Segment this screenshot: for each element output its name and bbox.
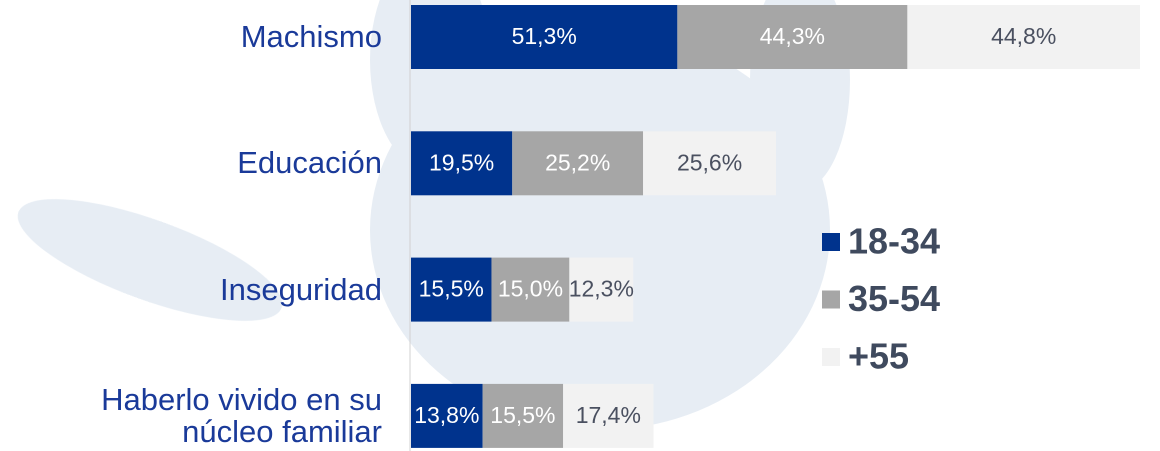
value-label: 25,2% xyxy=(545,149,610,175)
legend-label: 18-34 xyxy=(848,221,940,262)
legend-label: +55 xyxy=(848,336,909,377)
legend-swatch xyxy=(822,233,840,251)
value-label: 44,3% xyxy=(760,23,825,49)
value-label: 13,8% xyxy=(414,402,479,428)
category-label: Machismo xyxy=(37,21,382,53)
value-label: 15,0% xyxy=(498,276,563,302)
value-label: 19,5% xyxy=(429,149,494,175)
value-label: 51,3% xyxy=(512,23,577,49)
category-label: Inseguridad xyxy=(37,274,382,306)
category-label: Haberlo vivido en su núcleo familiar xyxy=(37,384,382,448)
value-label: 25,6% xyxy=(677,149,742,175)
legend-swatch xyxy=(822,348,840,366)
value-label: 15,5% xyxy=(490,402,555,428)
legend-swatch xyxy=(822,291,840,309)
value-label: 12,3% xyxy=(569,276,634,302)
value-label: 15,5% xyxy=(419,276,484,302)
value-label: 44,8% xyxy=(991,23,1056,49)
legend-label: 35-54 xyxy=(848,278,940,319)
page: 51,3% 44,3% 44,8% 19,5% 25,2% 25,6% 15,5% 15,0%… xyxy=(0,0,1160,451)
value-label: 17,4% xyxy=(576,402,641,428)
category-label: Educación xyxy=(37,147,382,179)
